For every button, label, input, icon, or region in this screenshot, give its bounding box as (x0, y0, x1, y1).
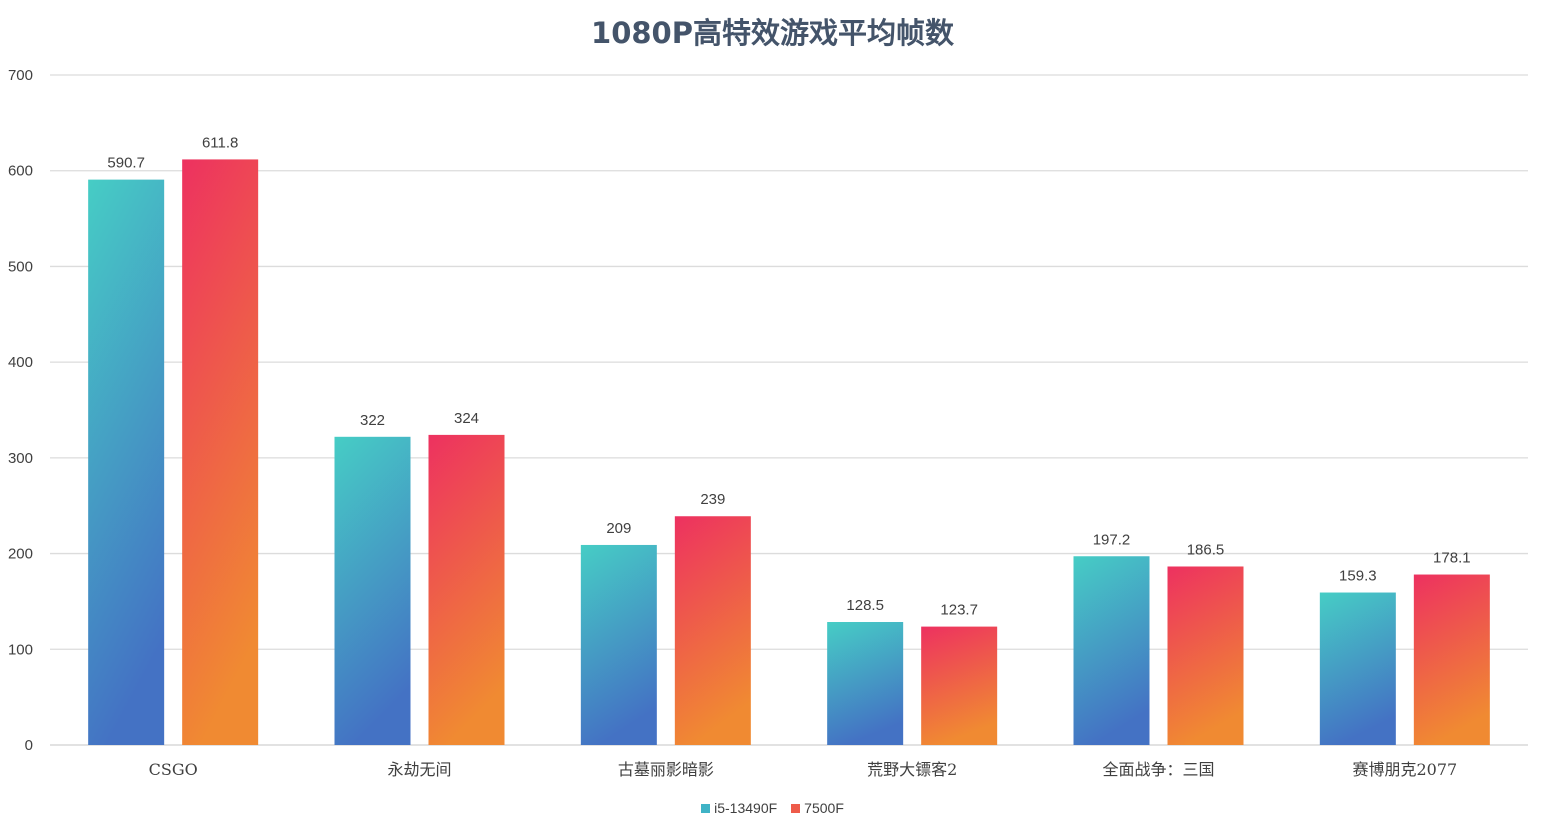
y-tick-label: 400 (8, 354, 33, 371)
legend-item-series-1: i5-13490F (701, 800, 777, 816)
chart-title: 1080P高特效游戏平均帧数 (591, 16, 954, 50)
x-category-label: CSGO (149, 760, 198, 779)
data-label: 322 (360, 412, 385, 429)
legend-label: i5-13490F (714, 800, 778, 816)
bar (182, 159, 259, 746)
data-label: 128.5 (846, 597, 884, 614)
bar (1319, 592, 1396, 745)
y-tick-label: 700 (8, 67, 33, 84)
data-label: 197.2 (1093, 531, 1131, 548)
data-label: 178.1 (1433, 550, 1471, 567)
bar (674, 516, 751, 745)
bar (1073, 556, 1150, 745)
x-category-label: 赛博朋克2077 (1352, 760, 1457, 779)
legend-swatch (701, 803, 711, 813)
bars (88, 159, 1490, 746)
y-tick-label: 500 (8, 258, 33, 275)
bar (921, 626, 998, 745)
bar (1167, 566, 1244, 745)
bar (334, 436, 411, 745)
bar (827, 622, 904, 745)
bar (1413, 574, 1490, 745)
x-category-label: 荒野大镖客2 (867, 760, 957, 779)
data-label: 239 (700, 491, 725, 508)
legend-label: 7500F (804, 800, 844, 816)
data-label: 324 (454, 410, 479, 427)
y-tick-label: 100 (8, 641, 33, 658)
x-category-label: 古墓丽影暗影 (618, 760, 714, 779)
legend-item-series-2: 7500F (791, 800, 844, 816)
y-tick-label: 200 (8, 546, 33, 563)
gridlines (50, 74, 1528, 746)
x-category-label: 永劫无间 (387, 760, 451, 779)
data-label: 186.5 (1187, 541, 1225, 558)
data-label: 159.3 (1339, 568, 1377, 585)
legend-swatch (791, 803, 801, 813)
data-label: 209 (606, 520, 631, 537)
data-labels: 590.7 611.8 322 324 209 239 128.5 123.7 197.2 186… (107, 134, 1470, 618)
bar (428, 434, 505, 745)
data-label: 123.7 (940, 602, 978, 619)
legend: i5-13490F 7500F (0, 800, 1545, 816)
data-label: 611.8 (202, 134, 238, 151)
bar (88, 179, 165, 745)
data-label: 590.7 (107, 155, 145, 172)
x-category-label: 全面战争：三国 (1102, 760, 1214, 779)
x-axis-categories: CSGO 永劫无间 古墓丽影暗影 荒野大镖客2 全面战争：三国 赛博朋克2077 (149, 760, 1458, 779)
y-tick-label: 0 (25, 737, 33, 754)
y-tick-label: 600 (8, 163, 33, 180)
y-tick-label: 300 (8, 450, 33, 467)
y-axis-ticks: 0 100 200 300 400 500 600 700 (8, 67, 33, 754)
bar (580, 544, 657, 745)
